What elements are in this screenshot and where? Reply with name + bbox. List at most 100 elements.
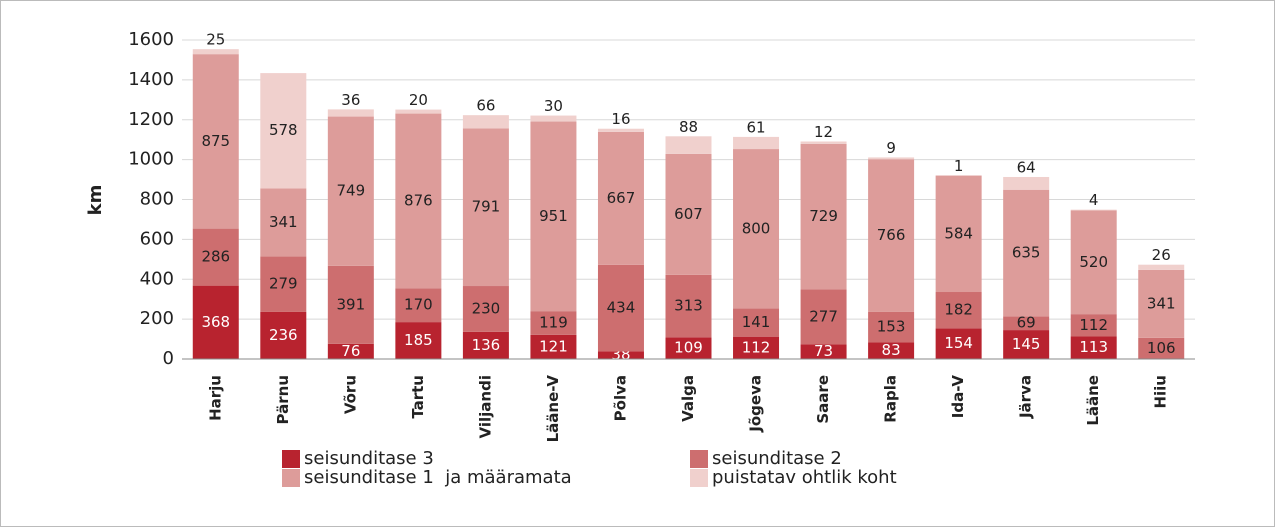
bar-segment [260, 73, 307, 189]
data-label: 749 [337, 182, 366, 200]
legend-label: seisunditase 2 [712, 448, 842, 469]
data-label: 136 [472, 336, 501, 354]
bar-segment [665, 136, 712, 154]
bar-segment [733, 136, 780, 150]
bar-segment [935, 292, 982, 329]
data-label: 76 [341, 342, 360, 360]
data-label: 12 [814, 123, 833, 141]
bar-segment [597, 264, 644, 352]
y-tick-label: 1600 [128, 29, 174, 50]
bar-segment [868, 159, 915, 312]
data-label: 520 [1079, 253, 1108, 271]
data-label: 391 [337, 295, 366, 313]
bar-segment [395, 113, 442, 289]
data-label: 61 [746, 118, 765, 136]
data-label: 153 [877, 318, 906, 336]
bar-segment [1070, 314, 1117, 337]
legend-swatch [690, 469, 708, 487]
x-tick-label: Lääne-V [544, 375, 562, 443]
bar-segment [800, 289, 847, 345]
data-label: 64 [1017, 158, 1036, 176]
bar-segment [260, 311, 307, 359]
bar-segment [1003, 189, 1050, 317]
data-label: 185 [404, 331, 433, 349]
bar-segment [462, 115, 509, 129]
x-tick-label: Rapla [882, 375, 900, 423]
data-label: 182 [944, 301, 973, 319]
bar-segment [868, 311, 915, 343]
bar-segment [665, 274, 712, 338]
x-tick-label: Pärnu [274, 375, 292, 424]
data-label: 30 [544, 97, 563, 115]
data-label: 154 [944, 334, 973, 352]
x-tick-label: Valga [679, 375, 697, 422]
x-tick-label: Jõgeva [747, 375, 765, 433]
data-label: 83 [882, 341, 901, 359]
data-label: 951 [539, 207, 568, 225]
bar-segment [462, 128, 509, 287]
data-label: 69 [1017, 314, 1036, 332]
x-tick-label: Lääne [1084, 375, 1102, 426]
bar-segment [1138, 269, 1185, 338]
y-tick-label: 1400 [128, 69, 174, 90]
bar-segment [665, 153, 712, 275]
x-tick-label: Saare [814, 375, 832, 424]
data-label: 876 [404, 191, 433, 209]
bar-segment [1070, 210, 1117, 315]
bar-segment [192, 285, 239, 359]
bar-segment [868, 342, 915, 359]
data-label: 875 [201, 132, 230, 150]
bar-segment [530, 334, 577, 359]
bar-segment [260, 188, 307, 257]
bar-segment [1003, 330, 1050, 359]
data-label: 145 [1012, 335, 1041, 353]
data-label: 667 [607, 189, 636, 207]
data-label: 341 [1147, 294, 1176, 312]
x-tick-label: Harju [206, 375, 224, 421]
bar-segment [327, 116, 374, 266]
bar-segment [1138, 264, 1185, 270]
x-tick-label: Järva [1017, 375, 1035, 419]
data-label: 73 [814, 342, 833, 360]
data-label: 112 [1079, 316, 1108, 334]
bar-segment [192, 228, 239, 286]
data-label: 766 [877, 226, 906, 244]
data-label: 279 [269, 275, 298, 293]
x-tick-label: Viljandi [476, 375, 494, 438]
y-tick-label: 0 [163, 348, 174, 369]
data-label: 109 [674, 339, 703, 357]
x-tick-label: Ida-V [949, 375, 967, 419]
legend-label: puistatav ohtlik koht [712, 467, 897, 488]
data-label: 106 [1147, 339, 1176, 357]
data-label: 25 [206, 31, 225, 49]
y-tick-label: 800 [140, 189, 174, 210]
bar-segment [800, 344, 847, 359]
bar-segment [868, 157, 915, 160]
bar-segment [462, 331, 509, 359]
y-tick-label: 200 [140, 308, 174, 329]
bar-segment [597, 131, 644, 265]
bar-segment [530, 115, 577, 122]
data-label: 119 [539, 314, 568, 332]
data-label: 578 [269, 121, 298, 139]
data-label: 170 [404, 296, 433, 314]
bar-segment [462, 286, 509, 332]
bar-segment [395, 288, 442, 323]
bar-segment [192, 54, 239, 229]
data-label: 800 [742, 219, 771, 237]
data-label: 277 [809, 307, 838, 325]
data-label: 66 [476, 97, 495, 115]
bar-segment [597, 351, 644, 359]
data-label: 9 [886, 139, 896, 157]
data-label: 141 [742, 313, 771, 331]
x-tick-label: Hiiu [1152, 375, 1170, 409]
data-label: 791 [472, 198, 501, 216]
data-label: 286 [201, 248, 230, 266]
bar-segment [1070, 336, 1117, 359]
bar-segment [935, 328, 982, 359]
data-label: 16 [611, 110, 630, 128]
data-label: 236 [269, 326, 298, 344]
bar-segment [530, 311, 577, 335]
bar-segment [260, 256, 307, 312]
